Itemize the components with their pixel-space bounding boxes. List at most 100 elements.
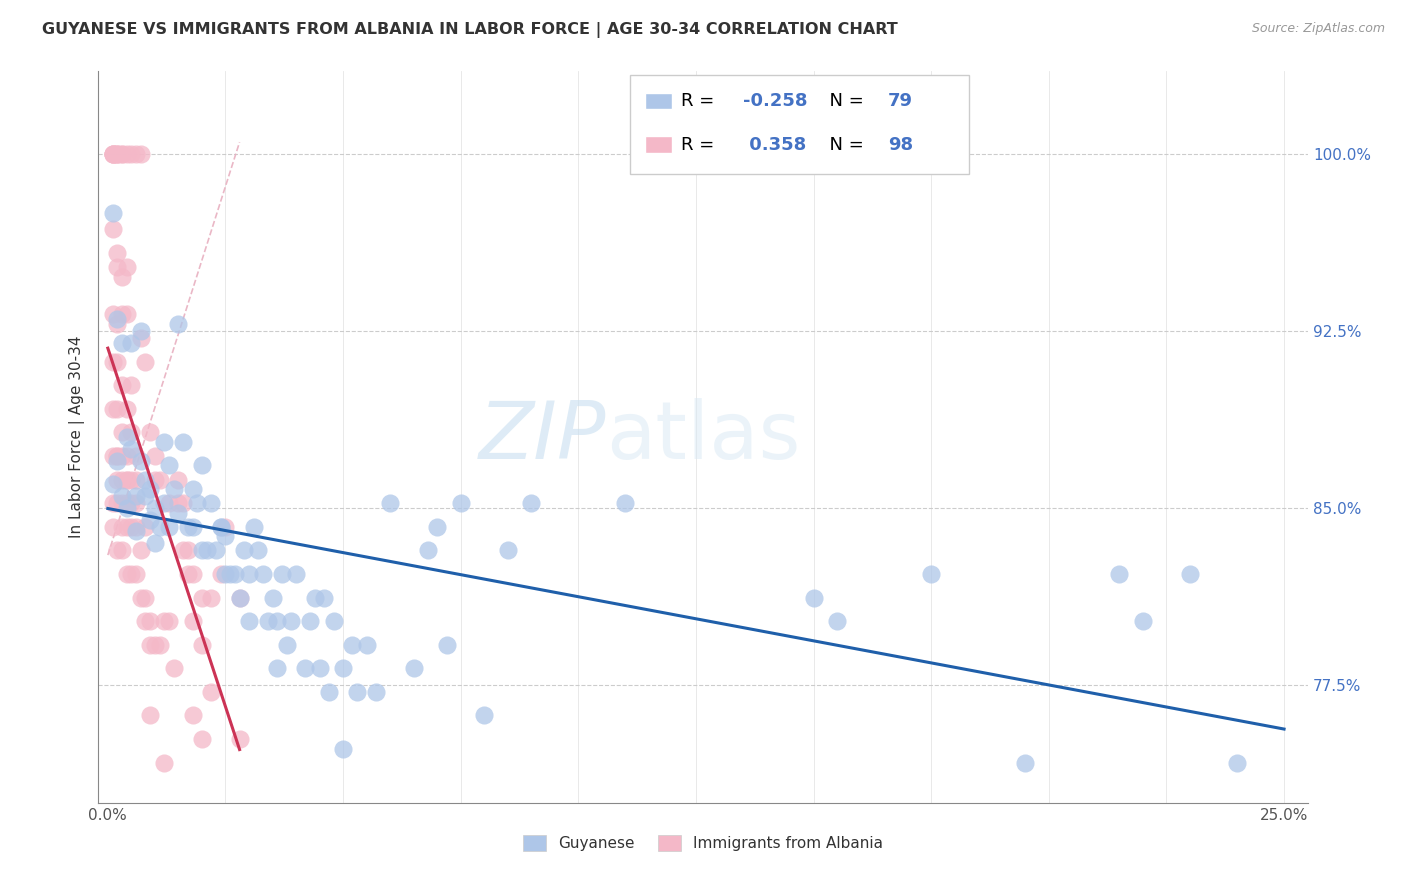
Point — [153, 756, 176, 770]
Point — [157, 458, 180, 473]
Point — [101, 147, 124, 161]
Point — [134, 473, 156, 487]
Point — [120, 425, 142, 440]
Point — [149, 473, 172, 487]
Point — [111, 543, 134, 558]
Point — [125, 496, 148, 510]
Point — [177, 566, 200, 581]
Point — [125, 524, 148, 539]
Point — [364, 685, 387, 699]
Point — [139, 513, 162, 527]
Point — [129, 453, 152, 467]
Point — [139, 614, 162, 628]
Point — [228, 591, 250, 605]
Point — [120, 566, 142, 581]
Point — [143, 449, 166, 463]
Point — [416, 543, 439, 558]
Point — [280, 614, 302, 628]
Y-axis label: In Labor Force | Age 30-34: In Labor Force | Age 30-34 — [69, 335, 86, 539]
Point — [125, 520, 148, 534]
Point — [163, 661, 186, 675]
Point — [105, 453, 128, 467]
Point — [139, 425, 162, 440]
Point — [224, 566, 246, 581]
Point — [191, 458, 214, 473]
Point — [105, 543, 128, 558]
Point — [134, 354, 156, 368]
Point — [247, 543, 270, 558]
Point — [299, 614, 322, 628]
Point — [111, 269, 134, 284]
Point — [356, 638, 378, 652]
Point — [825, 614, 848, 628]
Point — [322, 614, 344, 628]
Point — [157, 614, 180, 628]
Point — [115, 401, 138, 416]
Point — [134, 489, 156, 503]
Point — [266, 661, 288, 675]
Point — [120, 147, 142, 161]
Point — [115, 307, 138, 321]
Point — [143, 500, 166, 515]
Point — [111, 147, 134, 161]
Point — [125, 449, 148, 463]
Point — [111, 335, 134, 350]
Point — [200, 496, 222, 510]
Point — [233, 543, 256, 558]
Point — [149, 638, 172, 652]
Point — [276, 638, 298, 652]
Point — [191, 591, 214, 605]
Point — [149, 520, 172, 534]
Text: atlas: atlas — [606, 398, 800, 476]
Point — [228, 732, 250, 747]
Point — [496, 543, 519, 558]
Point — [346, 685, 368, 699]
Point — [111, 425, 134, 440]
Point — [172, 543, 194, 558]
Point — [214, 520, 236, 534]
Point — [105, 354, 128, 368]
Point — [129, 147, 152, 161]
Point — [252, 566, 274, 581]
Point — [167, 506, 190, 520]
Point — [105, 317, 128, 331]
Point — [238, 614, 260, 628]
Point — [105, 401, 128, 416]
Point — [111, 147, 134, 161]
Point — [285, 566, 308, 581]
Point — [167, 317, 190, 331]
Point — [153, 434, 176, 449]
Point — [111, 449, 134, 463]
Text: ZIP: ZIP — [479, 398, 606, 476]
Point — [134, 520, 156, 534]
Point — [105, 449, 128, 463]
Point — [111, 520, 134, 534]
Point — [195, 543, 218, 558]
Point — [186, 496, 208, 510]
Point — [101, 354, 124, 368]
Point — [101, 206, 124, 220]
Point — [129, 324, 152, 338]
Point — [120, 335, 142, 350]
Point — [157, 496, 180, 510]
Point — [214, 529, 236, 543]
Point — [167, 473, 190, 487]
Point — [614, 496, 637, 510]
Point — [205, 543, 228, 558]
Point — [177, 543, 200, 558]
Point — [219, 566, 242, 581]
Point — [105, 246, 128, 260]
Point — [125, 147, 148, 161]
Point — [172, 434, 194, 449]
Point — [153, 614, 176, 628]
Point — [101, 307, 124, 321]
Point — [105, 496, 128, 510]
Point — [101, 449, 124, 463]
Point — [181, 614, 204, 628]
Point — [120, 378, 142, 392]
Point — [101, 147, 124, 161]
Point — [120, 520, 142, 534]
Point — [920, 566, 942, 581]
Point — [111, 473, 134, 487]
Point — [115, 430, 138, 444]
